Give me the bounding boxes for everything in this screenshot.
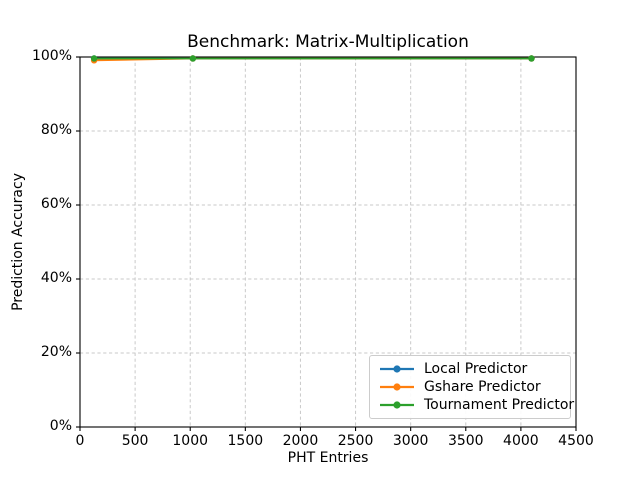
y-axis-label: Prediction Accuracy [10,173,26,311]
legend-line-icon [380,383,414,391]
x-tick-label: 2000 [282,433,319,449]
legend-label: Gshare Predictor [424,378,541,395]
x-tick-label: 500 [121,433,149,449]
legend-label: Local Predictor [424,360,528,377]
chart-title: Benchmark: Matrix-Multiplication [187,32,469,52]
x-tick-label: 2500 [337,433,374,449]
data-point-marker [90,55,98,62]
x-tick-label: 3500 [447,433,484,449]
x-tick-label: 0 [75,433,85,449]
x-axis-label: PHT Entries [287,450,369,466]
legend-line-icon [380,365,414,373]
legend-entry-gshare: Gshare Predictor [379,379,562,396]
y-tick-label: 40% [40,270,72,286]
legend-entry-tournament: Tournament Predictor [379,397,574,414]
x-tick-label: 4000 [503,433,539,449]
y-tick-label: 60% [40,196,72,212]
legend-label: Tournament Predictor [424,396,575,413]
x-tick-label: 1000 [172,433,209,449]
y-tick-label: 80% [40,122,72,138]
data-point-marker [189,55,197,62]
data-point-marker [528,55,535,62]
x-tick-label: 1500 [227,433,264,449]
x-tick-label: 4500 [558,433,594,449]
y-tick-label: 20% [40,344,72,360]
axes-spines [79,56,577,428]
y-tick-label: 100% [31,48,72,64]
legend-entry-local: Local Predictor [379,361,562,378]
y-tick-label: 0% [49,418,72,434]
legend: Local Predictor Gshare Predictor Tournam… [369,355,574,419]
legend-line-icon [380,401,414,409]
x-tick-label: 3000 [392,433,429,449]
